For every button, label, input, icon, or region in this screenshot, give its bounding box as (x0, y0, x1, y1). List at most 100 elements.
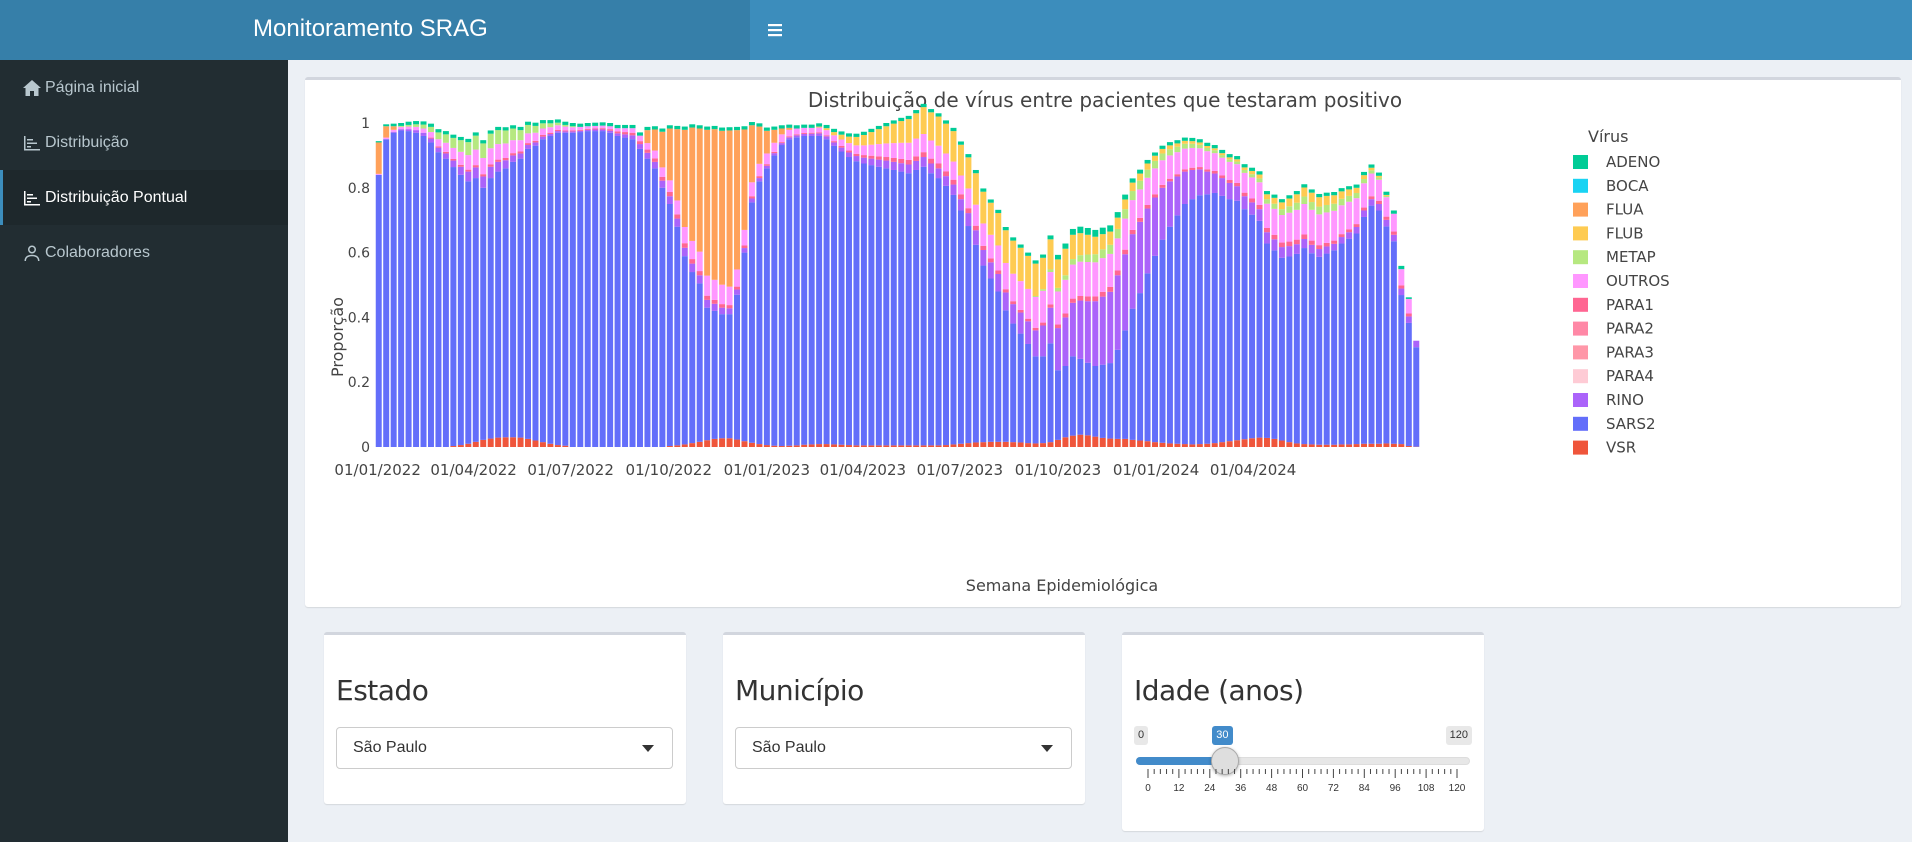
bar-segment-rino[interactable] (1249, 202, 1256, 215)
bar-segment-para1[interactable] (1219, 175, 1226, 179)
bar-segment-metap[interactable] (569, 126, 576, 128)
bar-segment-rino[interactable] (1069, 302, 1076, 357)
bar-segment-para1[interactable] (1114, 270, 1121, 276)
bar-segment-sars2[interactable] (1226, 199, 1233, 442)
bar-segment-flub[interactable] (1204, 146, 1211, 148)
bar-segment-metap[interactable] (1092, 254, 1099, 263)
bar-segment-sars2[interactable] (644, 158, 651, 447)
bar-segment-outros[interactable] (457, 151, 464, 165)
bar-segment-para1[interactable] (1129, 229, 1136, 235)
bar-segment-rino[interactable] (1375, 204, 1382, 211)
bar-segment-para1[interactable] (763, 164, 770, 166)
bar-segment-para1[interactable] (592, 128, 599, 130)
sidebar-item-colaboradores[interactable]: Colaboradores (0, 225, 288, 280)
bar-segment-flub[interactable] (1077, 233, 1084, 256)
bar-segment-outros[interactable] (442, 142, 449, 152)
bar-segment-rino[interactable] (577, 130, 584, 133)
bar-segment-adeno[interactable] (928, 109, 935, 113)
bar-segment-adeno[interactable] (1107, 225, 1114, 232)
bar-segment-flua[interactable] (383, 126, 390, 138)
bar-segment-flub[interactable] (1196, 142, 1203, 145)
bar-segment-para1[interactable] (935, 163, 942, 169)
bar-segment-flub[interactable] (1032, 263, 1039, 297)
bar-segment-rino[interactable] (435, 147, 442, 153)
bar-segment-sars2[interactable] (375, 174, 382, 447)
bar-segment-para1[interactable] (1084, 296, 1091, 302)
bar-segment-vsr[interactable] (696, 441, 703, 447)
bar-segment-sars2[interactable] (928, 173, 935, 446)
bar-segment-vsr[interactable] (1331, 444, 1338, 447)
bar-segment-outros[interactable] (599, 125, 606, 129)
bar-segment-adeno[interactable] (1040, 254, 1047, 258)
bar-segment-para1[interactable] (943, 171, 949, 177)
bar-segment-outros[interactable] (435, 139, 442, 147)
bar-segment-metap[interactable] (1144, 169, 1151, 178)
bar-segment-para1[interactable] (510, 153, 517, 156)
bar-segment-sars2[interactable] (510, 161, 517, 438)
bar-segment-outros[interactable] (517, 140, 524, 152)
bar-segment-adeno[interactable] (637, 132, 643, 136)
bar-segment-outros[interactable] (413, 126, 420, 131)
bar-segment-metap[interactable] (1271, 203, 1278, 209)
bar-segment-vsr[interactable] (980, 442, 987, 447)
bar-segment-rino[interactable] (756, 178, 763, 182)
bar-segment-rino[interactable] (726, 308, 733, 315)
bar-segment-metap[interactable] (1055, 287, 1061, 292)
bar-segment-para1[interactable] (875, 156, 882, 160)
bar-segment-sars2[interactable] (390, 132, 397, 447)
bar-segment-flub[interactable] (1040, 257, 1047, 290)
bar-segment-vsr[interactable] (1278, 440, 1285, 447)
bar-segment-outros[interactable] (1152, 168, 1158, 195)
bar-segment-sars2[interactable] (457, 174, 464, 446)
bar-segment-adeno[interactable] (1025, 252, 1032, 256)
bar-segment-sars2[interactable] (599, 131, 606, 447)
bar-segment-rino[interactable] (1383, 219, 1390, 227)
bar-segment-outros[interactable] (1346, 201, 1353, 230)
bar-segment-rino[interactable] (1032, 330, 1039, 357)
bar-segment-metap[interactable] (487, 133, 494, 149)
bar-segment-outros[interactable] (890, 143, 897, 158)
bar-segment-adeno[interactable] (375, 141, 382, 143)
bar-segment-para1[interactable] (1137, 217, 1144, 222)
bar-segment-sars2[interactable] (1144, 273, 1151, 442)
bar-segment-sars2[interactable] (398, 130, 405, 447)
bar-segment-sars2[interactable] (965, 226, 972, 444)
estado-select[interactable]: São Paulo (336, 727, 673, 769)
bar-segment-adeno[interactable] (808, 124, 815, 128)
bar-segment-para1[interactable] (853, 153, 860, 157)
bar-segment-outros[interactable] (472, 149, 479, 166)
bar-segment-rino[interactable] (972, 230, 979, 245)
bar-segment-para1[interactable] (1025, 318, 1032, 322)
bar-segment-vsr[interactable] (465, 443, 472, 447)
bar-segment-adeno[interactable] (890, 120, 897, 124)
bar-segment-outros[interactable] (883, 143, 890, 158)
bar-segment-outros[interactable] (1301, 204, 1308, 235)
bar-segment-vsr[interactable] (1181, 444, 1188, 447)
bar-segment-adeno[interactable] (980, 188, 987, 192)
bar-segment-adeno[interactable] (1361, 171, 1367, 176)
bar-segment-flub[interactable] (1114, 217, 1121, 229)
bar-segment-outros[interactable] (786, 129, 793, 137)
bar-segment-rino[interactable] (868, 158, 875, 166)
bar-segment-rino[interactable] (801, 134, 808, 136)
bar-segment-sars2[interactable] (577, 132, 584, 447)
bar-segment-adeno[interactable] (1256, 171, 1263, 175)
bar-segment-outros[interactable] (1226, 161, 1233, 181)
bar-segment-para1[interactable] (442, 151, 449, 154)
bar-segment-outros[interactable] (1077, 261, 1084, 297)
bar-segment-adeno[interactable] (554, 119, 561, 123)
bar-segment-outros[interactable] (928, 140, 935, 159)
bar-segment-metap[interactable] (1323, 204, 1330, 213)
bar-segment-flub[interactable] (1301, 187, 1308, 197)
bar-segment-adeno[interactable] (1264, 191, 1270, 195)
bar-segment-sars2[interactable] (801, 135, 808, 445)
bar-segment-para1[interactable] (532, 140, 539, 143)
bar-segment-adeno[interactable] (1032, 260, 1039, 264)
bar-segment-flub[interactable] (1069, 234, 1076, 260)
bar-segment-para1[interactable] (1241, 192, 1248, 197)
bar-segment-rino[interactable] (928, 163, 935, 174)
bar-segment-sars2[interactable] (1196, 195, 1203, 445)
bar-segment-metap[interactable] (1361, 179, 1367, 184)
bar-segment-adeno[interactable] (480, 140, 487, 144)
bar-segment-sars2[interactable] (502, 168, 509, 438)
